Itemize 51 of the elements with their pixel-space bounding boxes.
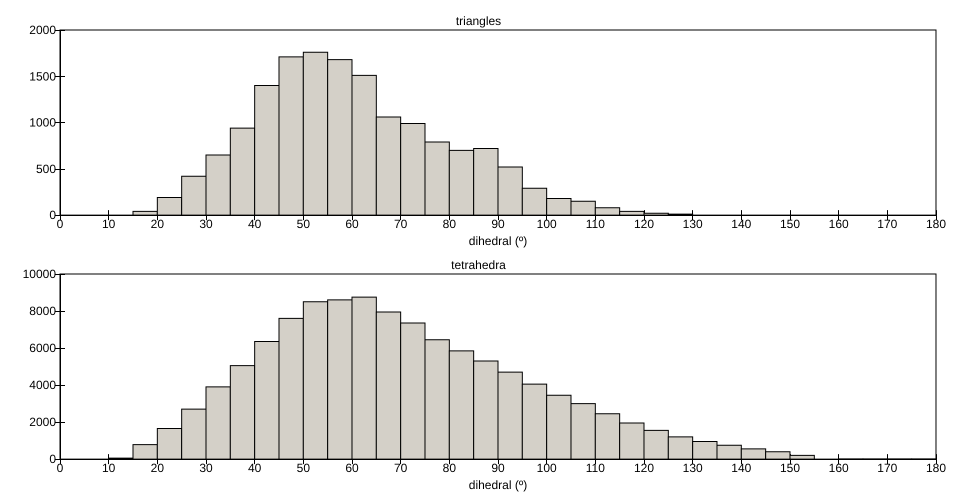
- x-tick-label: 170: [877, 217, 898, 232]
- x-tick-label: 100: [536, 217, 557, 232]
- x-axis-title: dihedral (º): [468, 234, 528, 248]
- x-tick-label: 40: [248, 461, 262, 476]
- x-tick-label: 60: [345, 217, 359, 232]
- x-tick-label: 20: [150, 217, 164, 232]
- x-tick-label: 80: [442, 217, 456, 232]
- x-tick-label: 120: [634, 461, 654, 476]
- x-tick-label: 150: [780, 217, 800, 232]
- x-tick-label: 110: [586, 217, 606, 232]
- y-tick-label: 6000: [29, 341, 56, 356]
- y-tick-label: 1500: [29, 69, 56, 84]
- y-tick-label: 500: [36, 162, 56, 176]
- y-tick-label: 10000: [22, 267, 56, 281]
- x-tick-label: 180: [926, 217, 946, 232]
- x-tick-label: 10: [102, 461, 116, 476]
- x-tick-label: 170: [877, 461, 898, 476]
- x-tick-label: 140: [731, 217, 752, 232]
- x-tick-label: 130: [682, 461, 703, 476]
- y-tick-label: 2000: [29, 415, 56, 430]
- x-tick-label: 70: [394, 461, 408, 476]
- x-tick-label: 60: [345, 461, 359, 476]
- x-tick-label: 90: [491, 461, 505, 476]
- y-tick-label: 0: [49, 452, 56, 466]
- chart-title: triangles: [456, 14, 502, 28]
- x-tick-label: 50: [296, 461, 310, 476]
- x-tick-label: 120: [634, 217, 654, 232]
- y-tick-label: 2000: [29, 23, 56, 37]
- x-tick-label: 140: [731, 461, 752, 476]
- x-tick-label: 100: [536, 461, 557, 476]
- x-tick-label: 130: [682, 217, 703, 232]
- x-tick-label: 30: [199, 217, 213, 232]
- y-tick-label: 0: [49, 208, 56, 222]
- x-tick-label: 180: [926, 461, 946, 476]
- x-tick-label: 50: [296, 217, 310, 232]
- chart-title: tetrahedra: [451, 258, 506, 272]
- x-tick-label: 160: [828, 461, 849, 476]
- x-tick-label: 30: [199, 461, 213, 476]
- x-tick-label: 70: [394, 217, 408, 232]
- x-tick-label: 40: [248, 217, 262, 232]
- y-tick-label: 1000: [29, 116, 56, 130]
- x-tick-label: 150: [780, 461, 800, 476]
- x-tick-label: 20: [150, 461, 164, 476]
- y-tick-label: 4000: [29, 378, 56, 392]
- x-tick-label: 160: [828, 217, 849, 232]
- y-tick-label: 8000: [29, 304, 56, 318]
- x-axis-title: dihedral (º): [468, 478, 528, 492]
- x-tick-label: 110: [586, 461, 606, 476]
- x-tick-label: 80: [442, 461, 456, 476]
- x-tick-label: 10: [102, 217, 116, 232]
- x-tick-label: 90: [491, 217, 505, 232]
